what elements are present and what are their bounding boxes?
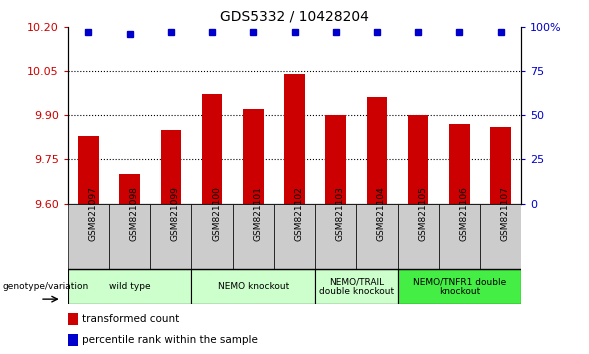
Bar [366, 97, 387, 204]
Bar [68, 204, 109, 269]
Bar [68, 334, 78, 346]
Text: NEMO/TNFR1 double
knockout: NEMO/TNFR1 double knockout [413, 277, 506, 296]
Text: GSM821105: GSM821105 [418, 186, 427, 241]
Bar [243, 109, 263, 204]
Bar [191, 204, 233, 269]
Text: GSM821099: GSM821099 [171, 186, 180, 241]
Bar [315, 204, 356, 269]
Text: GSM821107: GSM821107 [501, 186, 509, 241]
Bar [109, 204, 150, 269]
Text: GSM821100: GSM821100 [212, 186, 221, 241]
Bar [398, 204, 439, 269]
Bar [480, 204, 521, 269]
Text: percentile rank within the sample: percentile rank within the sample [82, 335, 258, 345]
Bar [201, 95, 223, 204]
Bar [78, 136, 98, 204]
Bar [191, 269, 315, 304]
Bar [284, 74, 305, 204]
Title: GDS5332 / 10428204: GDS5332 / 10428204 [220, 10, 369, 24]
Bar [408, 115, 428, 204]
Text: NEMO knockout: NEMO knockout [218, 282, 289, 291]
Text: GSM821098: GSM821098 [130, 186, 138, 241]
Bar [68, 269, 191, 304]
Bar [398, 269, 521, 304]
Bar [160, 130, 181, 204]
Bar [449, 124, 469, 204]
Bar [325, 115, 346, 204]
Text: GSM821102: GSM821102 [294, 186, 303, 241]
Text: NEMO/TRAIL
double knockout: NEMO/TRAIL double knockout [319, 277, 394, 296]
Text: transformed count: transformed count [82, 314, 180, 324]
Bar [356, 204, 398, 269]
Text: GSM821101: GSM821101 [253, 186, 262, 241]
Text: GSM821104: GSM821104 [377, 186, 386, 241]
Bar [315, 269, 398, 304]
Bar [68, 313, 78, 325]
Text: genotype/variation: genotype/variation [3, 282, 89, 291]
Bar [119, 174, 140, 204]
Bar [490, 127, 511, 204]
Text: GSM821103: GSM821103 [336, 186, 345, 241]
Text: GSM821097: GSM821097 [88, 186, 97, 241]
Text: GSM821106: GSM821106 [459, 186, 468, 241]
Bar [439, 204, 480, 269]
Bar [233, 204, 274, 269]
Bar [150, 204, 191, 269]
Bar [274, 204, 315, 269]
Text: wild type: wild type [109, 282, 150, 291]
